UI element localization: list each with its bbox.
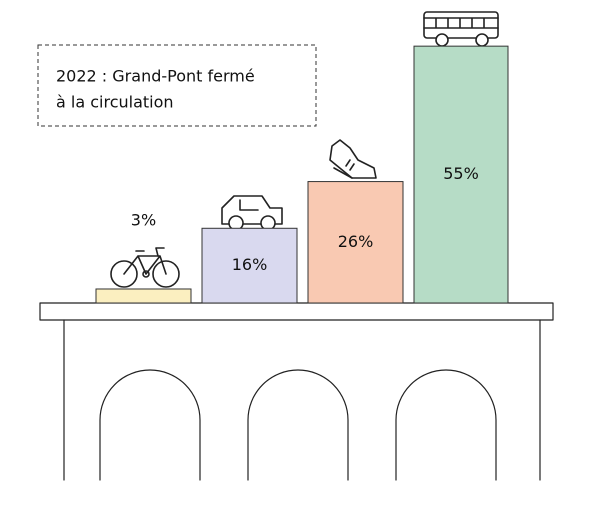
chart: 2022 : Grand-Pont fermé à la circulation… [0, 0, 593, 508]
shoe-icon [330, 140, 376, 178]
bridge [40, 303, 553, 480]
annotation-line: à la circulation [56, 93, 174, 112]
value-label: 3% [131, 210, 156, 229]
bike-icon [111, 248, 179, 287]
annotation-line: 2022 : Grand-Pont fermé [56, 67, 255, 86]
annotation-box [38, 45, 316, 126]
car-icon [222, 196, 282, 230]
bus-icon [424, 12, 498, 46]
bar [96, 289, 191, 303]
value-label: 26% [338, 232, 374, 251]
value-label: 55% [443, 164, 479, 183]
value-label: 16% [232, 255, 268, 274]
